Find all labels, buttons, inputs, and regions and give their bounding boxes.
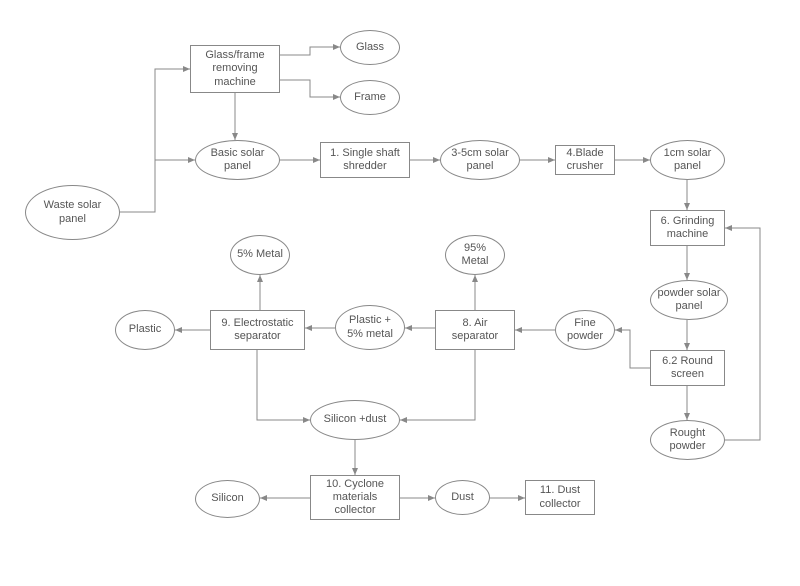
- node-fine: Fine powder: [555, 310, 615, 350]
- node-label: 10. Cyclone materials collector: [315, 478, 395, 518]
- node-label: 3-5cm solar panel: [445, 147, 515, 173]
- edge-rought-grinding: [725, 228, 760, 440]
- node-label: 6. Grinding machine: [655, 215, 720, 241]
- edge-glassframe-frame: [280, 80, 340, 97]
- node-cyclone: 10. Cyclone materials collector: [310, 475, 400, 520]
- node-plastic5: Plastic + 5% metal: [335, 305, 405, 350]
- node-label: 8. Air separator: [440, 317, 510, 343]
- node-5metal: 5% Metal: [230, 235, 290, 275]
- node-label: Silicon +dust: [324, 413, 387, 426]
- node-basic: Basic solar panel: [195, 140, 280, 180]
- node-glass: Glass: [340, 30, 400, 65]
- node-label: Plastic + 5% metal: [340, 314, 400, 340]
- node-electro: 9. Electrostatic separator: [210, 310, 305, 350]
- node-label: Glass: [356, 41, 384, 54]
- node-label: Waste solar panel: [30, 199, 115, 225]
- edge-waste-glassframe: [120, 69, 190, 212]
- edge-electro-silicondust: [257, 350, 310, 420]
- node-glassframe: Glass/frame removing machine: [190, 45, 280, 93]
- node-1cm: 1cm solar panel: [650, 140, 725, 180]
- node-label: Frame: [354, 91, 386, 104]
- node-rought: Rought powder: [650, 420, 725, 460]
- node-label: 1cm solar panel: [655, 147, 720, 173]
- node-label: 9. Electrostatic separator: [215, 317, 300, 343]
- node-shredder: 1. Single shaft shredder: [320, 142, 410, 178]
- node-silicon: Silicon: [195, 480, 260, 518]
- node-roundscreen: 6.2 Round screen: [650, 350, 725, 386]
- node-label: Silicon: [211, 492, 243, 505]
- node-label: 1. Single shaft shredder: [325, 147, 405, 173]
- node-label: powder solar panel: [655, 287, 723, 313]
- node-air: 8. Air separator: [435, 310, 515, 350]
- node-blade: 4.Blade crusher: [555, 145, 615, 175]
- node-label: Rought powder: [655, 427, 720, 453]
- node-label: Glass/frame removing machine: [195, 49, 275, 89]
- node-label: Dust: [451, 491, 474, 504]
- edge-air-silicondust: [400, 350, 475, 420]
- flowchart-canvas: Waste solar panel Glass/frame removing ma…: [0, 0, 800, 586]
- node-frame: Frame: [340, 80, 400, 115]
- node-label: 4.Blade crusher: [560, 147, 610, 173]
- node-plastic: Plastic: [115, 310, 175, 350]
- node-label: Basic solar panel: [200, 147, 275, 173]
- node-35cm: 3-5cm solar panel: [440, 140, 520, 180]
- edge-glassframe-glass: [280, 47, 340, 55]
- node-dustcoll: 11. Dust collector: [525, 480, 595, 515]
- node-label: Fine powder: [560, 317, 610, 343]
- edge-waste-basic: [155, 160, 195, 212]
- node-dust: Dust: [435, 480, 490, 515]
- node-waste: Waste solar panel: [25, 185, 120, 240]
- node-label: 95% Metal: [450, 242, 500, 268]
- edge-roundscreen-fine: [615, 330, 650, 368]
- node-label: 11. Dust collector: [530, 484, 590, 510]
- node-95metal: 95% Metal: [445, 235, 505, 275]
- node-grinding: 6. Grinding machine: [650, 210, 725, 246]
- node-label: 5% Metal: [237, 248, 283, 261]
- node-label: 6.2 Round screen: [655, 355, 720, 381]
- node-powderpanel: powder solar panel: [650, 280, 728, 320]
- node-silicondust: Silicon +dust: [310, 400, 400, 440]
- node-label: Plastic: [129, 323, 161, 336]
